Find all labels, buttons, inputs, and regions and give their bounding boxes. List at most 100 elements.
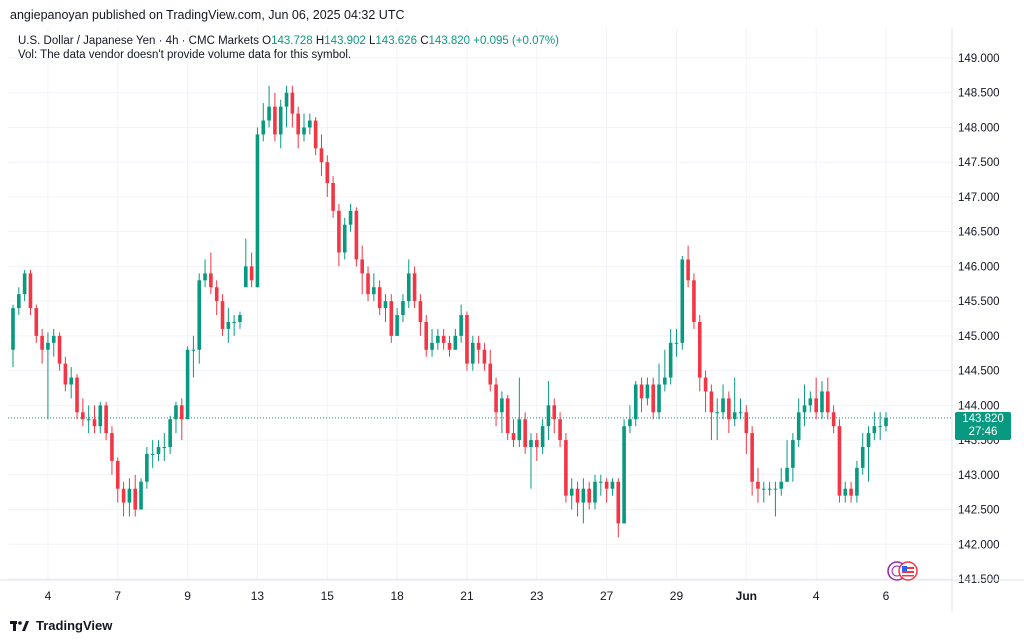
x-tick-label: 7 [114,589,121,603]
candle-body [604,481,609,489]
candle-body [628,419,632,427]
candle-body [651,384,655,413]
y-tick-label: 148.500 [958,88,1000,100]
y-tick-label: 145.000 [958,331,1000,343]
candle-body [872,426,877,434]
candle-body [663,377,667,385]
candle-body [214,287,219,302]
open-value: 143.728 [271,35,313,47]
candle-body [366,273,370,295]
candle-body [697,321,702,378]
candle-body [174,405,178,420]
x-tick-label: 18 [390,589,404,603]
candle-body [820,391,824,413]
symbol-legend: U.S. Dollar / Japanese Yen · 4h · CMC Ma… [18,33,559,49]
candle-body [436,335,440,343]
candle-body [616,481,621,524]
candle-body [51,335,56,343]
close-value: 143.820 [428,35,471,47]
y-tick-label: 149.000 [958,53,1000,65]
candlestick-chart[interactable]: 141.500142.000142.500143.000143.500144.0… [0,28,1024,612]
candle-body [610,481,615,489]
candle-body [342,224,347,253]
candle-body [395,315,399,336]
candle-body [773,488,778,490]
candle-body [34,308,39,336]
candle-body [441,335,446,343]
high-value: 143.902 [324,35,366,47]
candle-body [110,433,114,461]
candle-body [372,287,376,295]
candle-body [115,460,120,489]
candle-body [401,301,405,316]
candle-body [535,440,539,448]
candle-body [715,412,720,414]
candle-body [75,377,79,413]
candle-body [476,342,481,350]
candle-body [738,412,743,414]
candle-body [732,412,737,420]
candle-body [191,349,196,351]
candle-body [470,342,475,364]
y-tick-label: 142.000 [958,539,1000,551]
x-tick-label: 4 [45,589,52,603]
candle-body [761,488,766,490]
candle-body [639,384,644,399]
x-tick-label: 6 [883,589,890,603]
candle-body [494,384,498,413]
candle-body [808,398,813,406]
candle-body [523,419,527,448]
change-value: +0.095 (+0.07%) [473,35,559,47]
candle-body [767,488,772,490]
candle-body [709,391,714,413]
candle-body [884,417,888,427]
x-tick-label: 9 [184,589,191,603]
candle-body [302,127,306,135]
candle-body [238,315,242,322]
candle-body [308,120,312,128]
candle-body [424,321,429,350]
candle-body [785,467,789,482]
candle-body [377,287,382,309]
y-tick-label: 147.000 [958,192,1000,204]
candle-body [156,447,161,454]
candle-body [313,120,318,149]
candle-body [622,426,626,524]
y-tick-label: 146.500 [958,227,1000,239]
candle-body [645,384,650,399]
candle-body [517,419,522,441]
y-tick-label: 142.500 [958,505,1000,517]
candle-body [98,405,103,427]
candle-body [40,335,44,350]
candle-body [127,488,132,503]
candle-body [564,440,568,496]
candle-body [267,106,271,121]
y-tick-label: 143.000 [958,470,1000,482]
candle-body [703,377,708,392]
candle-body [546,405,551,427]
candle-body [465,315,469,364]
candle-body [232,321,236,323]
candle-body [418,301,423,322]
x-tick-label: Jun [736,589,757,603]
chart-area[interactable]: 141.500 142.000 142.500 143.000 143.500 144.0… [0,28,1024,612]
candle-body [814,398,818,413]
x-tick-label: 13 [251,589,265,603]
candle-body [633,384,638,420]
candle-body [255,134,260,288]
candle-body [837,426,842,496]
candle-body [453,335,458,350]
candle-body [57,335,62,364]
candle-body [680,259,685,343]
candle-body [575,488,580,503]
candle-body [412,273,417,302]
candle-body [104,405,108,434]
candle-body [92,419,97,427]
candle-body [284,92,289,107]
last-price-value: 143.820 [962,413,1004,425]
x-tick-label: 4 [813,589,820,603]
candle-body [337,210,341,253]
candle-body [220,301,225,329]
candle-body [558,419,562,441]
candle-body [843,488,848,496]
